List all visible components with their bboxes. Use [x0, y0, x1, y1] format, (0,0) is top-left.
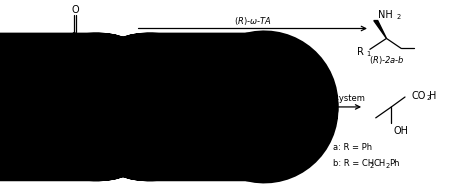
- Polygon shape: [51, 107, 62, 123]
- Text: CO: CO: [82, 91, 96, 101]
- Text: 2: 2: [185, 130, 190, 136]
- Text: 2: 2: [300, 95, 304, 101]
- Text: b: R = CH: b: R = CH: [333, 159, 374, 168]
- Text: R: R: [45, 43, 51, 53]
- Polygon shape: [374, 21, 386, 38]
- Text: CO: CO: [202, 91, 216, 101]
- Text: $(R)$-ω-TA: $(R)$-ω-TA: [234, 15, 272, 26]
- Text: $(R)$-2a-b: $(R)$-2a-b: [369, 54, 404, 66]
- Text: 2: 2: [370, 162, 374, 169]
- Text: 2: 2: [385, 162, 390, 169]
- Text: CO: CO: [411, 91, 426, 101]
- Text: 1: 1: [54, 47, 58, 53]
- Text: D: D: [173, 138, 180, 147]
- Text: NH: NH: [378, 10, 393, 20]
- Text: CO: CO: [285, 91, 299, 101]
- Text: 1: 1: [366, 51, 370, 57]
- FancyArrowPatch shape: [228, 38, 251, 97]
- Text: O: O: [72, 5, 79, 15]
- Text: 2: 2: [396, 14, 401, 20]
- Text: H: H: [219, 91, 227, 101]
- FancyArrowPatch shape: [194, 37, 209, 96]
- Text: LDH-system: LDH-system: [314, 94, 365, 103]
- Text: recycling, AlaDH-system: recycling, AlaDH-system: [66, 155, 170, 164]
- Text: H: H: [302, 91, 310, 101]
- Text: L: L: [55, 140, 59, 149]
- Text: 2: 2: [217, 95, 221, 101]
- Text: 1a-b: 1a-b: [65, 56, 83, 65]
- Text: H: H: [100, 91, 107, 101]
- Text: NH: NH: [49, 128, 64, 138]
- Text: H: H: [429, 91, 437, 101]
- Text: CH: CH: [374, 159, 386, 168]
- Text: NH: NH: [169, 126, 184, 136]
- Text: R: R: [357, 47, 364, 57]
- Text: 2: 2: [427, 95, 431, 101]
- Text: AlaR: AlaR: [113, 94, 133, 103]
- Text: a: R = Ph: a: R = Ph: [333, 143, 372, 152]
- Text: 2: 2: [65, 132, 70, 138]
- Text: O: O: [262, 127, 269, 137]
- Text: Ph: Ph: [390, 159, 400, 168]
- Text: OH: OH: [393, 126, 408, 136]
- Text: 2: 2: [97, 95, 101, 101]
